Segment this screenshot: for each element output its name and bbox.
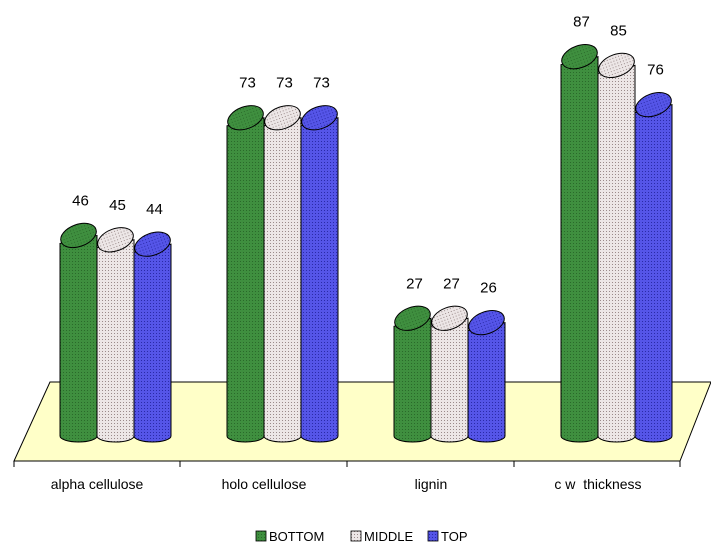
x-tick-label: alpha cellulose <box>51 476 144 492</box>
bar-middle-alpha-cellulose <box>96 227 135 443</box>
value-label-middle-lignin: 27 <box>443 275 460 292</box>
bar-top-c-w-thickness-body <box>634 104 673 443</box>
value-label-top-lignin: 26 <box>480 280 497 297</box>
bar-top-holo-cellulose-cap <box>301 105 338 131</box>
bar-bottom-lignin <box>393 305 432 443</box>
bar-middle-holo-cellulose-cap <box>264 105 301 131</box>
value-labels-group: 46 45 44 73 73 73 27 27 26 87 85 76 <box>72 14 664 297</box>
bar-top-alpha-cellulose <box>133 231 172 443</box>
legend: BOTTOM MIDDLE TOP <box>255 529 468 544</box>
bar-top-holo-cellulose <box>300 105 339 443</box>
x-tick-label: c w thickness <box>554 476 641 492</box>
bar-top-c-w-thickness <box>634 92 673 443</box>
bar-top-lignin <box>467 310 506 443</box>
bar-middle-lignin <box>430 305 469 443</box>
legend-label-top: TOP <box>441 529 468 544</box>
bar-bottom-holo-cellulose-body <box>226 117 265 443</box>
bar-bottom-holo-cellulose <box>226 105 265 443</box>
value-label-middle-alpha-cellulose: 45 <box>109 197 126 214</box>
value-label-top-holo-cellulose: 73 <box>313 75 330 92</box>
legend-swatch-bottom <box>255 530 267 542</box>
value-label-middle-c-w-thickness: 85 <box>610 22 627 39</box>
bar-middle-alpha-cellulose-cap <box>97 227 134 253</box>
bar-bottom-lignin-body <box>393 317 432 443</box>
bar-top-alpha-cellulose-cap <box>134 231 171 257</box>
value-label-bottom-alpha-cellulose: 46 <box>72 192 89 209</box>
bar-top-lignin-body <box>467 322 506 443</box>
value-label-top-alpha-cellulose: 44 <box>146 201 163 218</box>
bar-bottom-c-w-thickness <box>560 44 599 443</box>
value-label-middle-holo-cellulose: 73 <box>276 75 293 92</box>
value-label-bottom-holo-cellulose: 73 <box>239 75 256 92</box>
bar-middle-c-w-thickness <box>597 52 636 443</box>
bar-top-alpha-cellulose-body <box>133 243 172 443</box>
value-label-top-c-w-thickness: 76 <box>647 62 664 79</box>
bar-bottom-alpha-cellulose <box>59 222 98 443</box>
x-tick-labels: alpha cellulose holo cellulose lignin c … <box>51 476 642 492</box>
bar-middle-lignin-body <box>430 317 469 443</box>
x-axis <box>13 460 681 467</box>
bar-bottom-lignin-cap <box>394 305 431 331</box>
legend-label-bottom: BOTTOM <box>269 529 324 544</box>
value-label-bottom-c-w-thickness: 87 <box>573 14 590 31</box>
value-label-bottom-lignin: 27 <box>406 275 423 292</box>
legend-swatch-middle <box>350 530 362 542</box>
bar-bottom-c-w-thickness-body <box>560 56 599 443</box>
bar-bottom-holo-cellulose-cap <box>227 105 264 131</box>
bars-group <box>59 44 673 443</box>
legend-swatch-top <box>427 530 439 542</box>
bar-middle-holo-cellulose <box>263 105 302 443</box>
bar-middle-holo-cellulose-body <box>263 117 302 443</box>
bar-middle-c-w-thickness-body <box>597 64 636 443</box>
bar-bottom-alpha-cellulose-cap <box>60 222 97 249</box>
bar-middle-lignin-cap <box>431 305 468 331</box>
bar-bottom-alpha-cellulose-body <box>59 234 98 443</box>
bar-top-lignin-cap <box>468 310 505 336</box>
bar-middle-c-w-thickness-cap <box>598 52 635 79</box>
x-tick-label: lignin <box>415 476 448 492</box>
x-tick-label: holo cellulose <box>222 476 307 492</box>
bar-top-holo-cellulose-body <box>300 117 339 443</box>
bar-middle-alpha-cellulose-body <box>96 239 135 443</box>
legend-label-middle: MIDDLE <box>364 529 413 544</box>
bar-bottom-c-w-thickness-cap <box>561 44 598 70</box>
bar-top-c-w-thickness-cap <box>635 92 672 118</box>
